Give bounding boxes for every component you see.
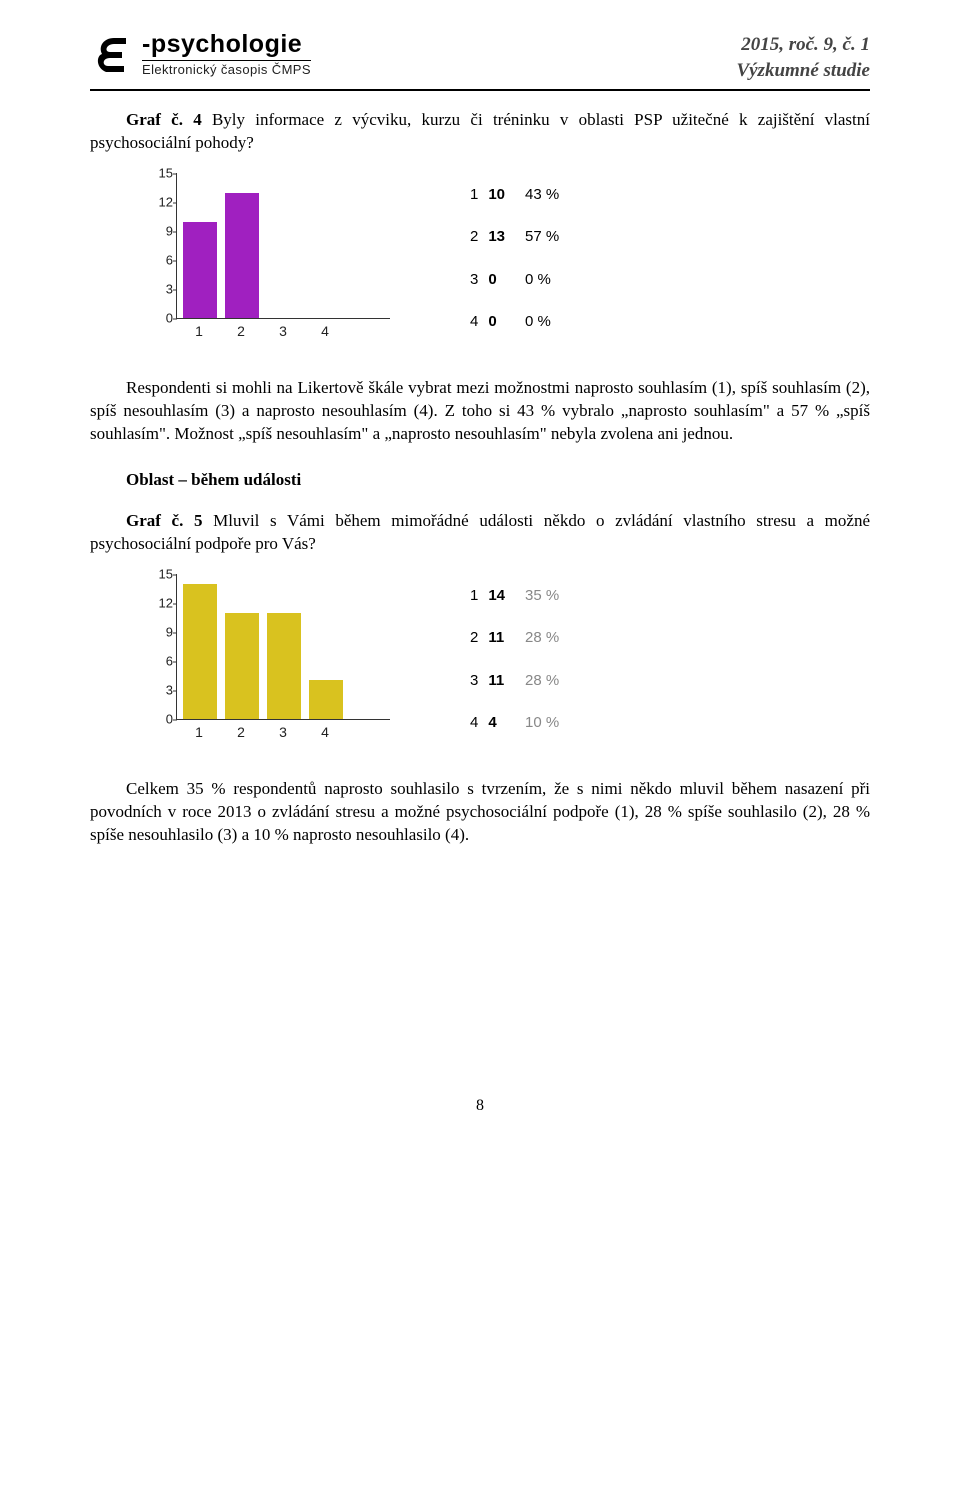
chart-graf5-plot: 03691215 1234	[150, 574, 390, 744]
paragraph-graf4-desc: Respondenti si mohli na Likertově škále …	[90, 377, 870, 446]
legend-category: 1	[470, 574, 488, 617]
caption-graf5: Graf č. 5 Mluvil s Vámi během mimořádné …	[90, 510, 870, 556]
bar	[225, 193, 259, 319]
page-number: 8	[90, 1097, 870, 1115]
caption-graf5-prefix: Graf č. 5	[126, 511, 202, 530]
y-tick: 15	[151, 566, 173, 581]
legend-row: 4410 %	[470, 701, 569, 744]
caption-graf4-prefix: Graf č. 4	[126, 110, 202, 129]
legend-category: 1	[470, 173, 488, 216]
y-tick: 6	[151, 653, 173, 668]
x-label: 4	[308, 323, 342, 343]
legend-count: 0	[488, 258, 525, 301]
legend-percent: 35 %	[525, 574, 569, 617]
y-tick: 12	[151, 195, 173, 210]
legend-row: 300 %	[470, 258, 569, 301]
y-tick: 12	[151, 595, 173, 610]
chart-graf5: 03691215 1234 11435 %21128 %31128 %4410 …	[150, 574, 870, 744]
legend-percent: 28 %	[525, 659, 569, 702]
issue-info: 2015, roč. 9, č. 1 Výzkumné studie	[736, 32, 870, 83]
legend-percent: 0 %	[525, 301, 569, 344]
legend-count: 10	[488, 173, 525, 216]
legend-count: 14	[488, 574, 525, 617]
legend-row: 21128 %	[470, 616, 569, 659]
paragraph-graf5-desc: Celkem 35 % respondentů naprosto souhlas…	[90, 778, 870, 847]
legend-category: 3	[470, 258, 488, 301]
bar	[309, 680, 343, 719]
x-label: 1	[182, 323, 216, 343]
chart-graf4: 03691215 1234 11043 %21357 %300 %400 %	[150, 173, 870, 343]
bar	[183, 222, 217, 319]
logo: -psychologie Elektronický časopis ČMPS	[90, 32, 311, 78]
section-heading: Oblast – během události	[90, 470, 870, 490]
legend-row: 11043 %	[470, 173, 569, 216]
x-label: 2	[224, 323, 258, 343]
legend-count: 4	[488, 701, 525, 744]
y-tick: 6	[151, 253, 173, 268]
legend-row: 400 %	[470, 301, 569, 344]
y-tick: 0	[151, 311, 173, 326]
legend-category: 4	[470, 301, 488, 344]
caption-graf4: Graf č. 4 Byly informace z výcviku, kurz…	[90, 109, 870, 155]
x-label: 3	[266, 323, 300, 343]
legend-category: 4	[470, 701, 488, 744]
bar	[267, 613, 301, 719]
y-tick: 9	[151, 224, 173, 239]
bar	[183, 584, 217, 719]
legend-percent: 10 %	[525, 701, 569, 744]
y-tick: 0	[151, 711, 173, 726]
y-tick: 3	[151, 282, 173, 297]
legend-row: 31128 %	[470, 659, 569, 702]
logo-subtitle: Elektronický časopis ČMPS	[142, 60, 311, 76]
issue-line-1: 2015, roč. 9, č. 1	[736, 32, 870, 58]
legend-percent: 28 %	[525, 616, 569, 659]
x-label: 4	[308, 724, 342, 744]
y-tick: 9	[151, 624, 173, 639]
chart-graf4-legend: 11043 %21357 %300 %400 %	[470, 173, 569, 343]
x-label: 1	[182, 724, 216, 744]
legend-category: 2	[470, 616, 488, 659]
legend-row: 11435 %	[470, 574, 569, 617]
legend-category: 2	[470, 216, 488, 259]
epsilon-logo-icon	[90, 32, 136, 78]
bar	[225, 613, 259, 719]
legend-category: 3	[470, 659, 488, 702]
caption-graf4-text: Byly informace z výcviku, kurzu či tréni…	[90, 110, 870, 152]
issue-line-2: Výzkumné studie	[736, 58, 870, 84]
x-label: 3	[266, 724, 300, 744]
y-tick: 15	[151, 166, 173, 181]
y-tick: 3	[151, 682, 173, 697]
legend-percent: 57 %	[525, 216, 569, 259]
page-header: -psychologie Elektronický časopis ČMPS 2…	[90, 32, 870, 91]
legend-percent: 0 %	[525, 258, 569, 301]
legend-row: 21357 %	[470, 216, 569, 259]
logo-title: -psychologie	[142, 32, 311, 57]
legend-count: 11	[488, 616, 525, 659]
legend-count: 11	[488, 659, 525, 702]
legend-count: 13	[488, 216, 525, 259]
x-label: 2	[224, 724, 258, 744]
chart-graf5-legend: 11435 %21128 %31128 %4410 %	[470, 574, 569, 744]
legend-percent: 43 %	[525, 173, 569, 216]
legend-count: 0	[488, 301, 525, 344]
caption-graf5-text: Mluvil s Vámi během mimořádné události n…	[90, 511, 870, 553]
chart-graf4-plot: 03691215 1234	[150, 173, 390, 343]
